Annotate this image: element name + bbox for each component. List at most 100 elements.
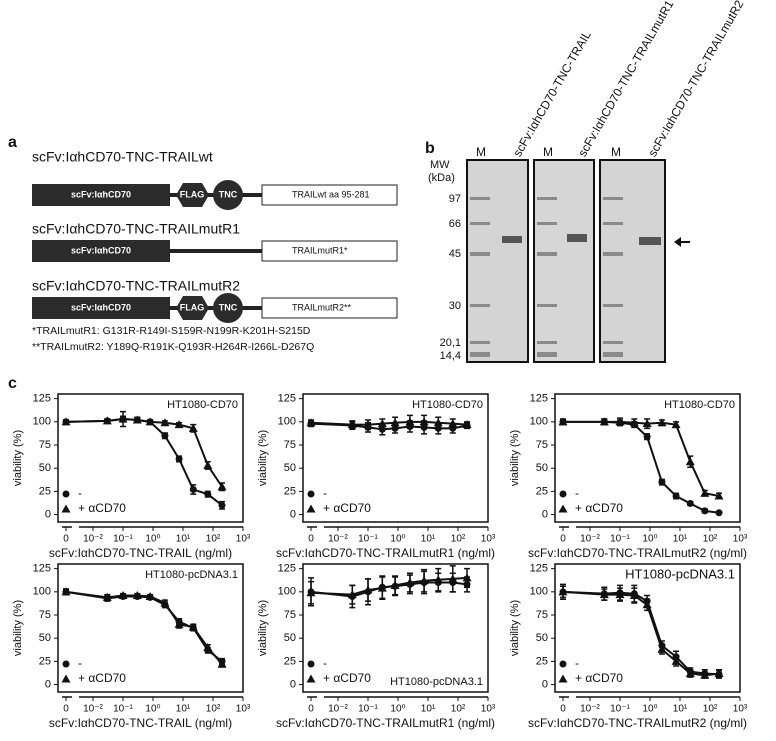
x-axis-label: scFv:IαhCD70-TNC-TRAILmutR2 (ng/ml) [528, 546, 747, 560]
x-tick-label: 10¹ [673, 534, 688, 545]
y-axis-label: viability (%) [12, 600, 24, 656]
x-tick-label: 0 [63, 534, 69, 545]
data-point [189, 486, 197, 494]
data-point [685, 668, 695, 677]
x-tick-label: 10² [206, 704, 221, 715]
data-point [700, 670, 710, 679]
data-point [347, 590, 357, 599]
data-point [671, 420, 681, 429]
y-tick-label: 25 [536, 485, 548, 497]
series-line [310, 420, 468, 426]
x-tick-label: 10⁻¹ [358, 704, 378, 715]
data-point [686, 499, 694, 507]
data-point [306, 588, 316, 597]
y-tick-label: 0 [290, 508, 296, 520]
legend-label: + αCD70 [575, 671, 623, 685]
legend-marker [558, 504, 568, 513]
sample-bands [502, 234, 661, 245]
data-point [462, 420, 472, 429]
scfv-domain [32, 184, 170, 206]
plot-frame [302, 563, 489, 693]
data-point [615, 590, 625, 599]
data-point [61, 587, 71, 596]
y-tick-label: 75 [39, 609, 51, 621]
domain-label: TRAILmutR2** [292, 302, 352, 312]
x-tick-label: 10⁰ [642, 704, 657, 715]
legend-marker [559, 490, 567, 498]
lane-label: M [476, 145, 486, 159]
y-tick-label: 0 [290, 678, 296, 690]
x-tick-label: 0 [308, 704, 314, 715]
lane-label: M [543, 145, 553, 159]
data-point [61, 417, 71, 426]
domain-label: FLAG [180, 189, 205, 199]
data-point [433, 575, 443, 584]
mw-label: 30 [449, 300, 461, 312]
domain-label: FLAG [180, 302, 205, 312]
plot-frame [554, 563, 741, 693]
data-point [642, 419, 652, 428]
data-point [132, 415, 142, 424]
y-tick-label: 75 [536, 609, 548, 621]
series-line [65, 590, 223, 663]
x-tick-label: 10⁰ [642, 534, 657, 545]
legend-marker [62, 660, 70, 668]
x-tick-label: 10³ [236, 534, 251, 545]
annotation: HT1080-CD70 [167, 399, 238, 411]
legend-label: - [323, 486, 327, 500]
y-tick-label: 125 [278, 563, 296, 575]
lane-label: M [611, 145, 621, 159]
series-line [65, 418, 223, 507]
chart: 0 25 50 75 100 125 viability (%) 0 10⁻² 10⁻¹ 10⁰ 10… [12, 393, 251, 561]
data-point [714, 668, 724, 677]
legend-marker [62, 490, 70, 498]
data-point [118, 591, 128, 600]
data-point [419, 417, 429, 426]
x-tick-label: 10⁻¹ [113, 534, 133, 545]
data-point [102, 416, 112, 425]
y-tick-label: 100 [33, 586, 51, 598]
data-point [558, 587, 568, 596]
y-tick-label: 75 [284, 439, 296, 451]
construct-title: scFv:IαhCD70-TNC-TRAILmutR1 [32, 221, 240, 237]
data-point [363, 420, 373, 429]
chart: 0 25 50 75 100 125 viability (%) 0 10⁻² 10⁻¹ 10⁰ 10… [257, 393, 496, 561]
chart: 0 25 50 75 100 125 viability (%) 0 10⁻² 10⁻¹ 10⁰ 10… [509, 563, 748, 731]
x-tick-label: 10⁰ [390, 704, 405, 715]
data-point [203, 642, 213, 651]
y-tick-label: 100 [33, 416, 51, 428]
arrow-head [674, 237, 681, 247]
data-point [378, 425, 386, 433]
data-point [701, 507, 709, 515]
legend-label: - [78, 486, 82, 500]
gel [466, 159, 529, 363]
data-point [377, 419, 387, 428]
panel-a: a scFv:IαhCD70-TNC-TRAILwt scFv:IαhCD70 … [8, 134, 398, 353]
legend-marker [61, 674, 71, 683]
panel-label: c [8, 375, 17, 392]
x-tick-label: 10³ [733, 534, 748, 545]
mw-label: 66 [449, 218, 461, 230]
domain-label: TNC [219, 189, 238, 199]
data-point [217, 659, 227, 668]
legend-label: - [323, 656, 327, 670]
data-point [419, 576, 429, 585]
x-tick-label: 10⁻¹ [610, 704, 630, 715]
data-point [217, 482, 227, 491]
x-tick-label: 10¹ [421, 534, 436, 545]
mw-label: 14,4 [440, 350, 461, 362]
data-point [658, 478, 666, 486]
x-tick-label: 10⁰ [145, 704, 160, 715]
y-tick-label: 0 [542, 508, 548, 520]
plot-frame [302, 393, 489, 523]
annotation: HT1080-pcDNA3.1 [625, 566, 735, 581]
x-tick-label: 0 [560, 704, 566, 715]
x-tick-label: 10³ [236, 704, 251, 715]
x-tick-label: 10⁰ [145, 534, 160, 545]
annotation: HT1080-CD70 [412, 399, 483, 411]
data-point [377, 583, 387, 592]
footnote: *TRAILmutR1: G131R-R149I-S159R-N199R-K20… [32, 325, 311, 337]
x-tick-label: 10³ [481, 534, 496, 545]
data-point [188, 622, 198, 631]
x-axis-label: scFv:IαhCD70-TNC-TRAIL (ng/ml) [49, 546, 232, 560]
